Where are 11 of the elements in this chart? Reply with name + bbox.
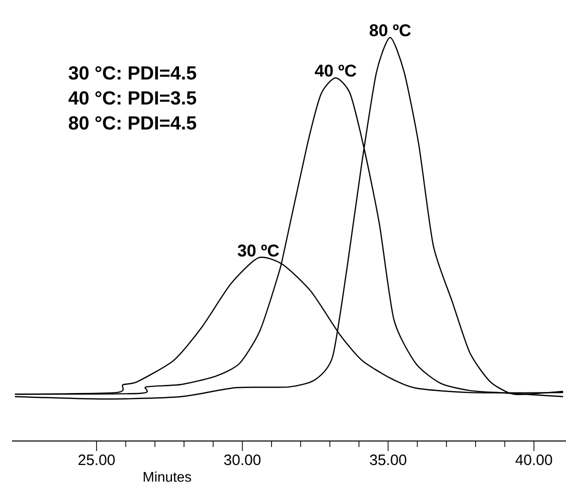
x-tick-label: 35.00 <box>370 454 406 466</box>
x-tick-label: 25.00 <box>78 454 115 466</box>
series-label: 80 ºC <box>370 24 411 36</box>
annotation: 40 °C: PDI=3.5 <box>68 91 196 105</box>
series-label: 30 ºC <box>238 244 279 257</box>
x-tick-label: 30.00 <box>224 454 261 466</box>
series-label: 40 ºC <box>314 64 356 77</box>
annotation: 80 °C: PDI=4.5 <box>68 116 196 130</box>
x-axis-title: Minutes <box>144 472 192 482</box>
annotation: 30 °C: PDI=4.5 <box>68 66 196 80</box>
x-tick-label: 40.00 <box>516 454 552 466</box>
